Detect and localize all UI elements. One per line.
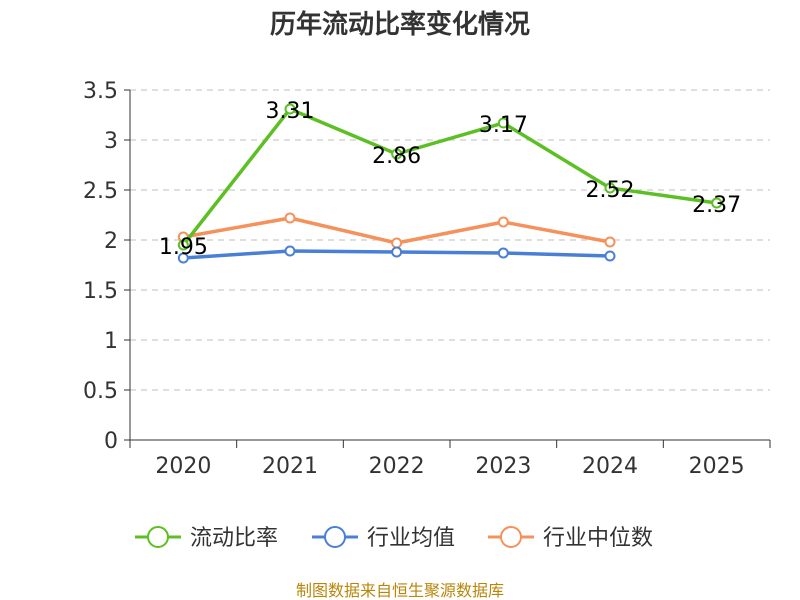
data-point — [711, 197, 723, 209]
data-label: 2.86 — [372, 144, 421, 169]
series-group — [177, 103, 723, 264]
axes — [124, 89, 771, 448]
y-tick-label: 2 — [104, 229, 118, 254]
x-tick-label: 2025 — [689, 454, 745, 479]
data-label: 2.37 — [692, 193, 741, 218]
data-point — [284, 103, 296, 115]
data-labels: 1.95 3.31 2.86 3.17 2.52 2.37 — [159, 99, 741, 260]
data-point — [284, 212, 296, 224]
data-point — [604, 182, 616, 194]
y-tick-label: 3.5 — [83, 79, 118, 104]
data-label: 3.17 — [479, 113, 528, 138]
y-tick-labels: 0 0.5 1 1.5 2 2.5 3 3.5 — [83, 79, 118, 454]
data-point — [391, 237, 403, 249]
legend-marker — [324, 526, 346, 548]
series-1 — [177, 245, 616, 264]
y-tick-label: 1 — [104, 329, 118, 354]
data-point — [497, 216, 509, 228]
data-point — [177, 252, 189, 264]
source-note: 制图数据来自恒生聚源数据库 — [296, 581, 504, 600]
data-point — [284, 245, 296, 257]
data-point — [604, 250, 616, 262]
legend-item-1[interactable]: 行业均值 — [312, 526, 455, 551]
y-tick-label: 0 — [104, 429, 118, 454]
data-label: 2.52 — [586, 178, 635, 203]
legend-marker — [147, 526, 169, 548]
data-label: 3.31 — [266, 99, 315, 124]
legend-item-2[interactable]: 行业中位数 — [488, 526, 653, 551]
x-tick-label: 2023 — [475, 454, 531, 479]
chart-title: 历年流动比率变化情况 — [270, 9, 530, 40]
series-2 — [177, 212, 616, 249]
x-tick-labels: 2020 2021 2022 2023 2024 2025 — [155, 454, 744, 479]
data-point — [497, 247, 509, 259]
data-point — [604, 236, 616, 248]
legend: 流动比率 行业均值 行业中位数 — [135, 526, 653, 551]
legend-label: 行业中位数 — [543, 526, 653, 551]
gridlines — [130, 89, 770, 391]
legend-item-0[interactable]: 流动比率 — [135, 526, 278, 551]
x-tick-label: 2022 — [369, 454, 425, 479]
legend-label: 流动比率 — [190, 526, 278, 551]
x-tick-label: 2024 — [582, 454, 638, 479]
legend-label: 行业均值 — [367, 526, 455, 551]
data-point — [391, 246, 403, 258]
y-tick-label: 2.5 — [83, 179, 118, 204]
y-tick-label: 0.5 — [83, 379, 118, 404]
series-0 — [177, 103, 723, 251]
data-point — [177, 239, 189, 251]
series-line — [181, 107, 717, 247]
x-tick-label: 2020 — [155, 454, 211, 479]
data-label: 1.95 — [159, 235, 208, 260]
data-point — [391, 148, 403, 160]
legend-marker — [500, 526, 522, 548]
y-tick-label: 3 — [104, 129, 118, 154]
y-tick-label: 1.5 — [83, 279, 118, 304]
x-tick-label: 2021 — [262, 454, 318, 479]
data-point — [497, 117, 509, 129]
